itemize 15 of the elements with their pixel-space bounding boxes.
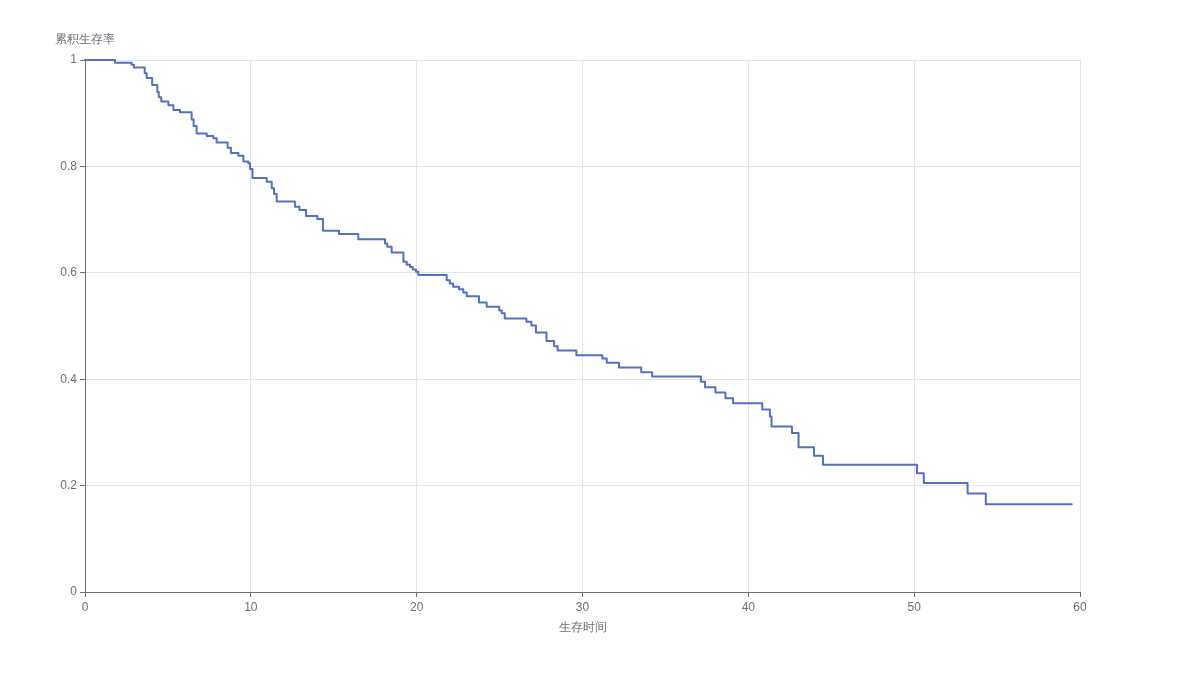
y-tick-label: 0.4 bbox=[60, 371, 78, 386]
y-tick-label: 0.8 bbox=[60, 158, 78, 173]
y-tick-label: 0.6 bbox=[60, 265, 78, 280]
x-axis-title: 生存时间 bbox=[558, 620, 607, 635]
x-tick-label: 30 bbox=[575, 599, 590, 614]
y-tick-label: 1 bbox=[70, 52, 78, 67]
x-tick-label: 60 bbox=[1073, 599, 1087, 614]
y-tick-label: 0 bbox=[70, 584, 78, 599]
x-tick-label: 20 bbox=[409, 599, 424, 614]
x-tick-label: 40 bbox=[741, 599, 756, 614]
x-tick-label: 10 bbox=[244, 599, 258, 614]
y-axis-title: 累积生存率 bbox=[55, 32, 115, 47]
y-tick-label: 0.2 bbox=[60, 477, 78, 492]
x-tick-label: 0 bbox=[81, 599, 89, 614]
x-tick-label: 50 bbox=[907, 599, 922, 614]
